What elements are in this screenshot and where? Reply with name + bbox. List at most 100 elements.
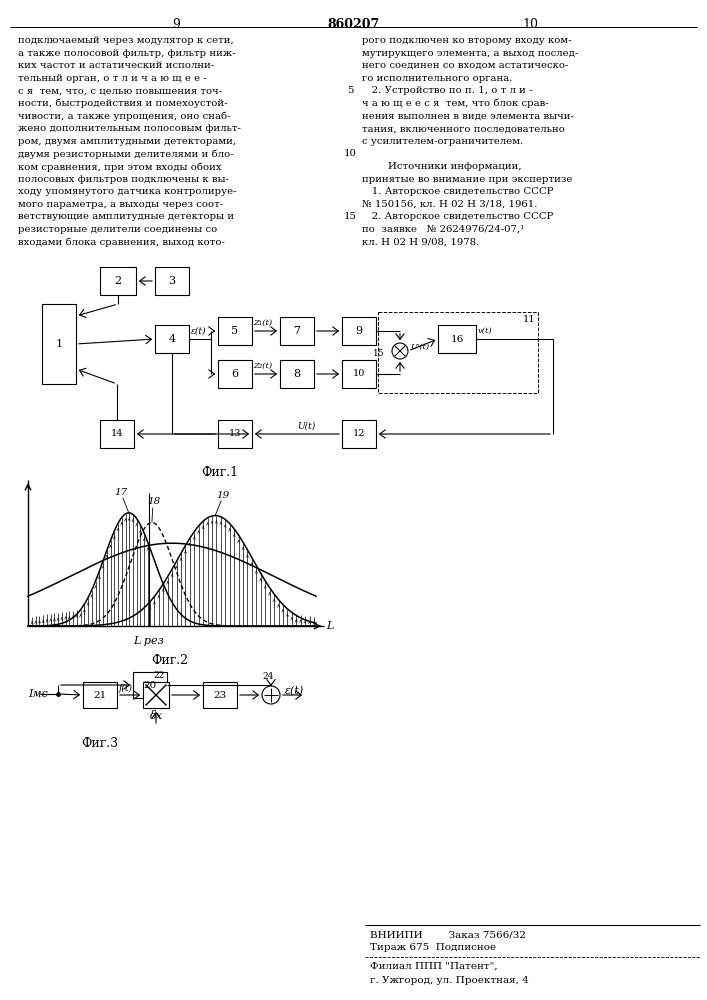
- Text: 1. Авторское свидетельство СССР: 1. Авторское свидетельство СССР: [362, 187, 554, 196]
- Text: 18: 18: [147, 497, 160, 506]
- Bar: [133, 672, 167, 698]
- Bar: [342, 360, 376, 388]
- Text: с усилителем-ограничителем.: с усилителем-ограничителем.: [362, 137, 523, 146]
- Text: го исполнительного органа.: го исполнительного органа.: [362, 74, 513, 83]
- Bar: [143, 682, 169, 708]
- Text: 860207: 860207: [327, 18, 379, 31]
- Text: 5: 5: [347, 86, 354, 95]
- Text: резисторные делители соединены со: резисторные делители соединены со: [18, 225, 217, 234]
- Text: ВНИИПИ        Заказ 7566/32: ВНИИПИ Заказ 7566/32: [370, 930, 526, 939]
- Bar: [342, 420, 376, 448]
- Text: Источники информации,: Источники информации,: [362, 162, 522, 171]
- Bar: [438, 325, 476, 353]
- Text: 20: 20: [144, 680, 157, 690]
- Text: чивости, а также упрощения, оно снаб-: чивости, а также упрощения, оно снаб-: [18, 112, 230, 121]
- Text: Z₂(t): Z₂(t): [253, 362, 272, 370]
- Text: Z₁(t): Z₁(t): [253, 319, 272, 327]
- Text: Фиг.3: Фиг.3: [81, 737, 119, 750]
- Text: 23: 23: [214, 690, 227, 700]
- Text: по  заявке   № 2624976/24-07,¹: по заявке № 2624976/24-07,¹: [362, 225, 525, 234]
- Text: 17: 17: [114, 488, 127, 497]
- Bar: [218, 360, 252, 388]
- Bar: [42, 304, 76, 384]
- Bar: [218, 317, 252, 345]
- Text: а также полосовой фильтр, фильтр ниж-: а также полосовой фильтр, фильтр ниж-: [18, 49, 235, 58]
- Text: жено дополнительным полосовым фильт-: жено дополнительным полосовым фильт-: [18, 124, 241, 133]
- Text: 9: 9: [356, 326, 363, 336]
- Text: ком сравнения, при этом входы обоих: ком сравнения, при этом входы обоих: [18, 162, 221, 172]
- Text: тания, включенного последовательно: тания, включенного последовательно: [362, 124, 565, 133]
- Text: тельный орган, о т л и ч а ю щ е е -: тельный орган, о т л и ч а ю щ е е -: [18, 74, 206, 83]
- Text: 14: 14: [111, 430, 123, 438]
- Text: 6: 6: [231, 369, 238, 379]
- Text: рого подключен ко второму входу ком-: рого подключен ко второму входу ком-: [362, 36, 571, 45]
- Text: принятые во внимание при экспертизе: принятые во внимание при экспертизе: [362, 175, 573, 184]
- Text: 19: 19: [216, 491, 230, 500]
- Text: полосовых фильтров подключены к вы-: полосовых фильтров подключены к вы-: [18, 175, 229, 184]
- Text: него соединен со входом астатическо-: него соединен со входом астатическо-: [362, 61, 568, 70]
- Text: v(t): v(t): [478, 327, 493, 335]
- Text: 2: 2: [115, 276, 122, 286]
- Text: U'(t): U'(t): [410, 343, 429, 351]
- Text: L рез: L рез: [134, 636, 164, 646]
- Text: 16: 16: [450, 334, 464, 344]
- Text: 11: 11: [522, 315, 535, 324]
- Text: 1: 1: [55, 339, 62, 349]
- Bar: [203, 682, 237, 708]
- Text: 10: 10: [353, 369, 366, 378]
- Text: L: L: [326, 621, 334, 631]
- Text: Фиг.2: Фиг.2: [151, 654, 189, 667]
- Text: 8: 8: [293, 369, 300, 379]
- Bar: [100, 420, 134, 448]
- Text: U(t): U(t): [297, 422, 315, 431]
- Text: δx: δx: [149, 711, 163, 721]
- Text: нения выполнен в виде элемента вычи-: нения выполнен в виде элемента вычи-: [362, 112, 574, 121]
- Text: г. Ужгород, ул. Проектная, 4: г. Ужгород, ул. Проектная, 4: [370, 976, 529, 985]
- Text: ч а ю щ е е с я  тем, что блок срав-: ч а ю щ е е с я тем, что блок срав-: [362, 99, 549, 108]
- Bar: [83, 682, 117, 708]
- Text: кл. Н 02 Н 9/08, 1978.: кл. Н 02 Н 9/08, 1978.: [362, 238, 479, 247]
- Text: 2. Авторское свидетельство СССР: 2. Авторское свидетельство СССР: [362, 212, 554, 221]
- Text: входами блока сравнения, выход кото-: входами блока сравнения, выход кото-: [18, 238, 225, 247]
- Text: 21: 21: [93, 690, 107, 700]
- Bar: [155, 267, 189, 295]
- Bar: [280, 317, 314, 345]
- Text: 13: 13: [229, 430, 241, 438]
- Text: подключаемый через модулятор к сети,: подключаемый через модулятор к сети,: [18, 36, 234, 45]
- Text: Тираж 675  Подписное: Тираж 675 Подписное: [370, 943, 496, 952]
- Text: 15: 15: [344, 212, 356, 221]
- Text: мого параметра, а выходы через соот-: мого параметра, а выходы через соот-: [18, 200, 223, 209]
- Text: Фиг.1: Фиг.1: [201, 466, 238, 479]
- Bar: [218, 420, 252, 448]
- Text: 4: 4: [168, 334, 175, 344]
- Text: ε(t): ε(t): [285, 686, 304, 696]
- Text: 12: 12: [353, 430, 366, 438]
- Text: 3: 3: [168, 276, 175, 286]
- Bar: [342, 317, 376, 345]
- Bar: [155, 325, 189, 353]
- Bar: [378, 312, 538, 393]
- Text: 22: 22: [153, 671, 165, 680]
- Text: с я  тем, что, с целью повышения точ-: с я тем, что, с целью повышения точ-: [18, 86, 222, 95]
- Text: № 150156, кл. Н 02 Н 3/18, 1961.: № 150156, кл. Н 02 Н 3/18, 1961.: [362, 200, 537, 209]
- Text: Iмс: Iмс: [28, 689, 48, 699]
- Text: Филиал ППП "Патент",: Филиал ППП "Патент",: [370, 962, 498, 971]
- Text: 10: 10: [522, 18, 538, 31]
- Text: мутирукщего элемента, а выход послед-: мутирукщего элемента, а выход послед-: [362, 49, 578, 58]
- Text: 9: 9: [172, 18, 180, 31]
- Text: 10: 10: [344, 149, 356, 158]
- Text: 15: 15: [373, 350, 385, 359]
- Text: 24: 24: [262, 672, 274, 681]
- Text: 5: 5: [231, 326, 238, 336]
- Text: ходу упомянутого датчика контролируе-: ходу упомянутого датчика контролируе-: [18, 187, 237, 196]
- Bar: [280, 360, 314, 388]
- Bar: [100, 267, 136, 295]
- Text: ветствующие амплитудные детекторы и: ветствующие амплитудные детекторы и: [18, 212, 234, 221]
- Text: ких частот и астатический исполни-: ких частот и астатический исполни-: [18, 61, 214, 70]
- Text: ности, быстродействия и помехоустой-: ности, быстродействия и помехоустой-: [18, 99, 228, 108]
- Text: ром, двумя амплитудными детекторами,: ром, двумя амплитудными детекторами,: [18, 137, 236, 146]
- Text: 2. Устройство по п. 1, о т л и -: 2. Устройство по п. 1, о т л и -: [362, 86, 532, 95]
- Text: ε(t): ε(t): [191, 327, 206, 336]
- Text: 7: 7: [293, 326, 300, 336]
- Text: двумя резисторными делителями и бло-: двумя резисторными делителями и бло-: [18, 149, 233, 159]
